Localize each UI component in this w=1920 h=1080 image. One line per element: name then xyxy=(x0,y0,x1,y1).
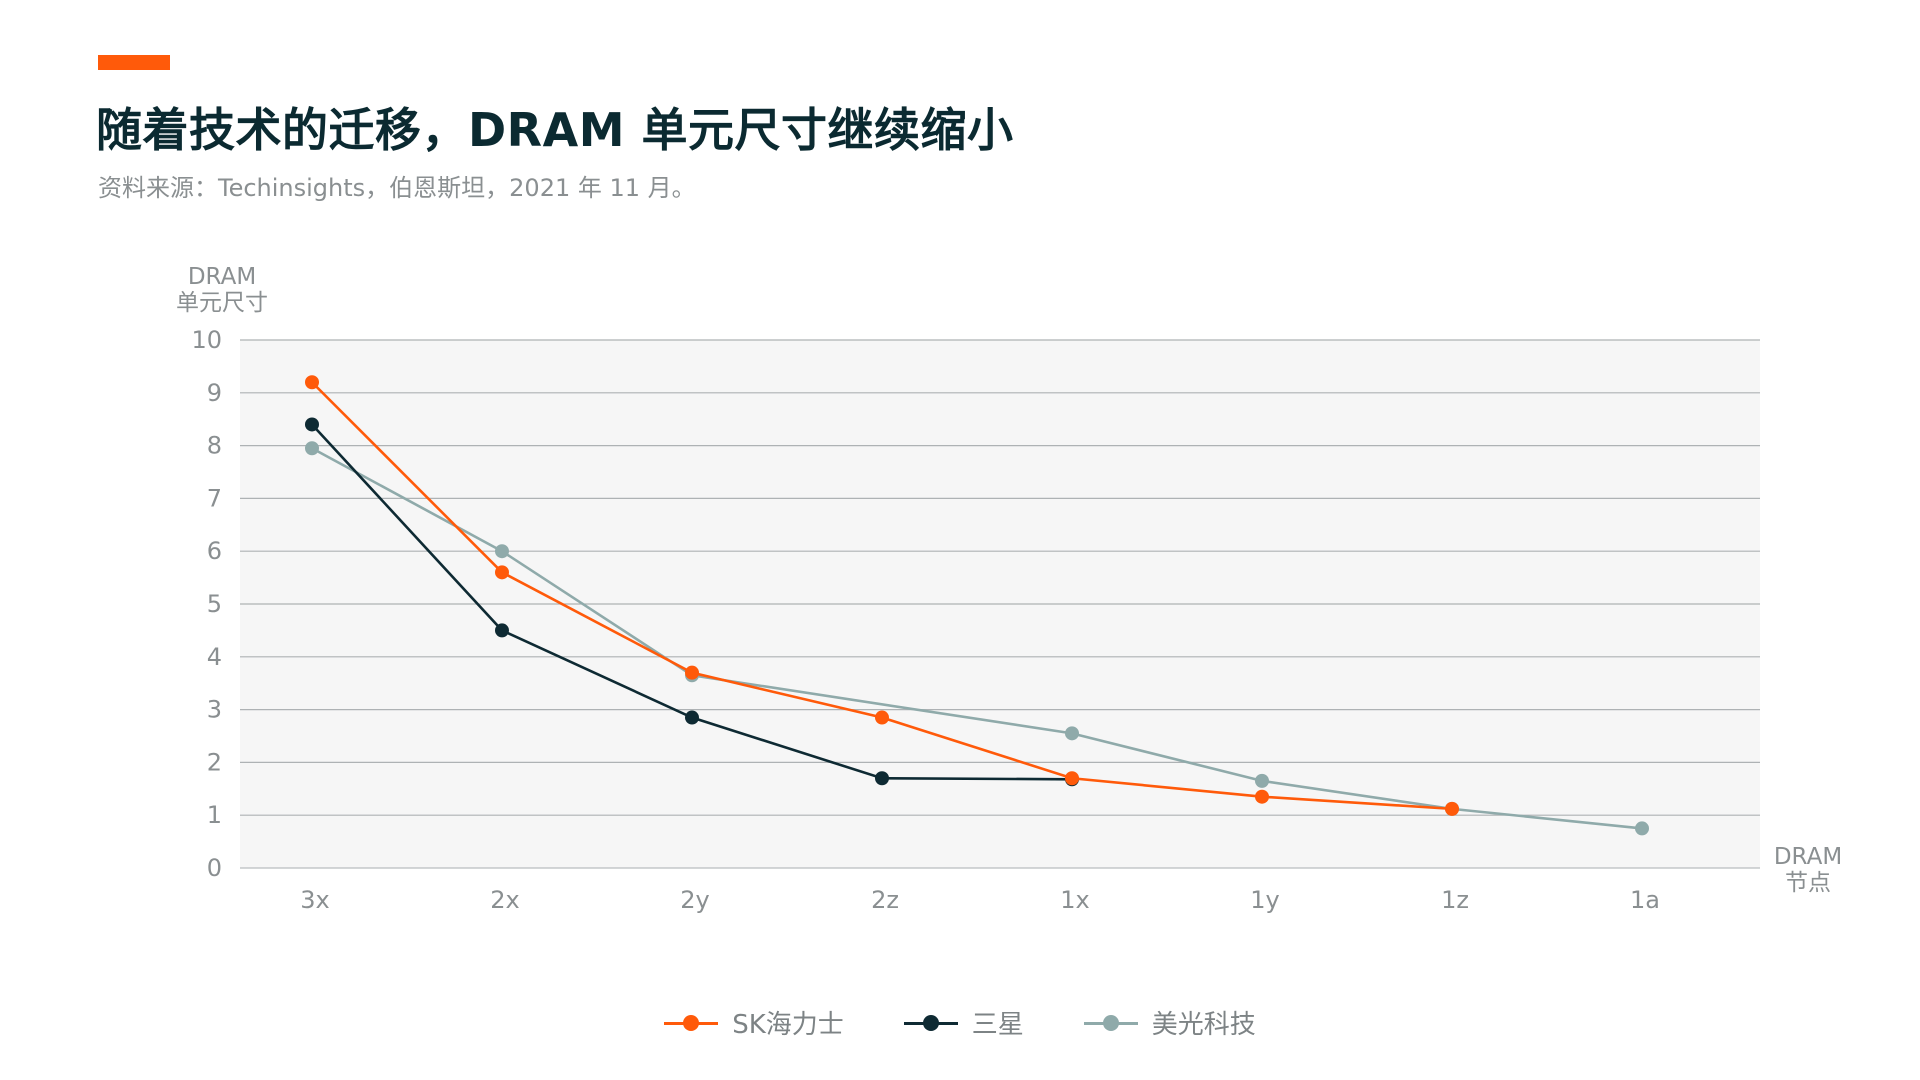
data-point xyxy=(495,623,509,638)
y-tick-label: 2 xyxy=(207,748,222,776)
legend-label: 美光科技 xyxy=(1151,1010,1256,1040)
x-tick-label: 1a xyxy=(1630,886,1660,914)
data-point xyxy=(685,710,699,725)
x-tick-label: 1x xyxy=(1060,886,1089,914)
legend-item: 三星 xyxy=(903,1004,1024,1041)
y-tick-label: 1 xyxy=(207,801,222,829)
y-axis-label: 单元尺寸 xyxy=(176,290,268,316)
accent-bar xyxy=(98,55,170,70)
data-point xyxy=(875,771,889,786)
data-point xyxy=(495,544,509,559)
x-tick-label: 2z xyxy=(871,886,899,914)
data-point xyxy=(875,710,889,725)
data-point xyxy=(1065,771,1079,786)
chart-source: 资料来源：Techinsights，伯恩斯坦，2021 年 11 月。 xyxy=(98,174,696,202)
data-point xyxy=(1065,726,1079,741)
y-tick-label: 0 xyxy=(207,854,222,882)
x-axis-label: DRAM xyxy=(1774,844,1842,870)
x-axis-label: 节点 xyxy=(1785,870,1831,896)
y-tick-label: 3 xyxy=(207,696,222,724)
legend-label: SK海力士 xyxy=(732,1010,844,1040)
legend-swatch xyxy=(664,1013,719,1033)
x-tick-label: 2x xyxy=(490,886,519,914)
data-point xyxy=(685,665,699,680)
data-point xyxy=(1255,773,1269,788)
data-point xyxy=(305,441,319,456)
x-tick-label: 2y xyxy=(680,886,709,914)
legend-label: 三星 xyxy=(971,1010,1024,1040)
y-tick-label: 5 xyxy=(207,590,222,618)
x-tick-label: 3x xyxy=(300,886,329,914)
y-tick-label: 4 xyxy=(207,643,222,671)
x-tick-label: 1y xyxy=(1250,886,1279,914)
data-point xyxy=(495,565,509,580)
data-point xyxy=(1445,801,1459,816)
y-axis-label: DRAM xyxy=(188,264,256,290)
y-tick-label: 6 xyxy=(207,537,222,565)
legend-item: 美光科技 xyxy=(1083,1004,1256,1041)
y-tick-label: 8 xyxy=(207,432,222,460)
legend-swatch xyxy=(903,1013,958,1033)
chart-legend: SK海力士 三星 美光科技 xyxy=(0,1004,1920,1041)
data-point xyxy=(1255,789,1269,804)
y-tick-label: 9 xyxy=(207,379,222,407)
data-point xyxy=(305,375,319,390)
legend-item: SK海力士 xyxy=(664,1004,844,1041)
chart-title: 随着技术的迁移，DRAM 单元尺寸继续缩小 xyxy=(96,103,1014,157)
data-point xyxy=(1635,821,1649,836)
data-point xyxy=(305,417,319,432)
y-tick-label: 7 xyxy=(207,484,222,512)
y-tick-label: 10 xyxy=(191,326,222,354)
legend-swatch xyxy=(1083,1013,1138,1033)
x-tick-label: 1z xyxy=(1441,886,1469,914)
